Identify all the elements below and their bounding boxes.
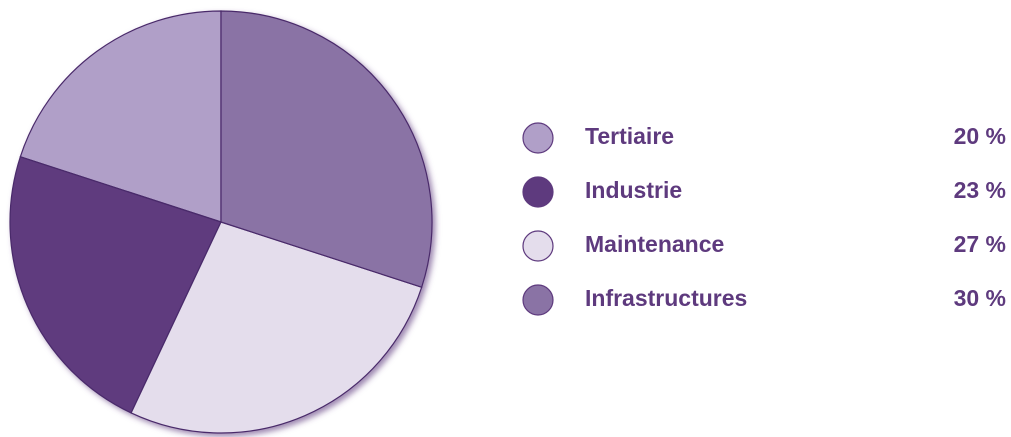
legend-label: Maintenance (585, 231, 724, 257)
pie-slice (220, 10, 433, 288)
legend-label: Tertiaire (585, 123, 674, 149)
value-label: 30 % (954, 285, 1006, 311)
value-label: 23 % (954, 177, 1006, 203)
pie-slice (9, 156, 222, 414)
value-label: 27 % (954, 231, 1006, 257)
legend-swatch (522, 176, 554, 208)
legend-label: Industrie (585, 177, 682, 203)
pie-slice (19, 10, 222, 223)
legend-swatch (522, 284, 554, 316)
legend-label: Infrastructures (585, 285, 747, 311)
pie-slice (130, 221, 423, 434)
value-label: 20 % (954, 123, 1006, 149)
legend-swatch (522, 122, 554, 154)
legend-swatch (522, 230, 554, 262)
pie (9, 10, 433, 434)
